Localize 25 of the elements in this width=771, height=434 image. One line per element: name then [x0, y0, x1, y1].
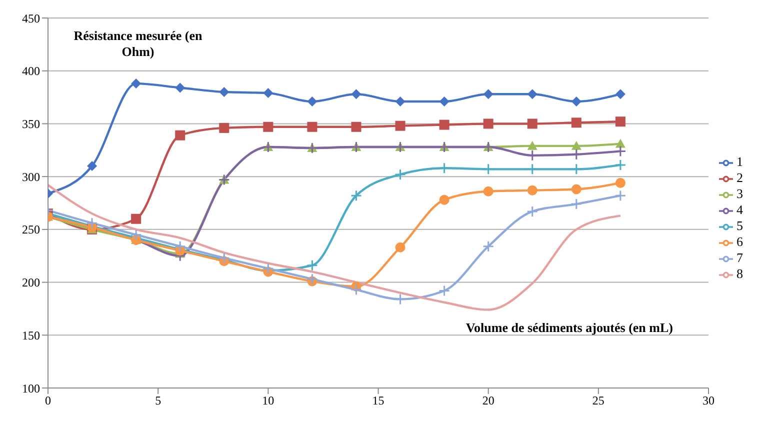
y-tick-label: 350 — [22, 116, 40, 131]
x-tick-label: 15 — [372, 394, 384, 408]
legend-label: 4 — [736, 202, 743, 217]
y-axis-title: Résistance mesurée (en Ohm) — [72, 28, 204, 60]
legend-label: 2 — [736, 170, 743, 185]
x-axis-title: Volume de sédiments ajoutés (en mL) — [466, 320, 673, 336]
y-tick-label: 200 — [22, 276, 40, 290]
x-tick-label: 30 — [702, 394, 714, 408]
legend-label: 3 — [736, 186, 743, 201]
legend-label: 1 — [736, 154, 743, 169]
x-tick-label: 10 — [262, 394, 274, 408]
y-tick-label: 150 — [22, 328, 40, 342]
legend-label: 5 — [736, 218, 743, 233]
legend-label: 8 — [736, 266, 743, 282]
legend-label: 7 — [736, 250, 743, 266]
y-tick-label: 450 — [22, 11, 40, 26]
y-tick-label: 300 — [22, 170, 40, 184]
x-tick-label: 0 — [45, 394, 51, 408]
x-tick-label: 25 — [592, 394, 604, 408]
x-tick-label: 5 — [155, 394, 162, 408]
y-tick-label: 100 — [22, 381, 40, 396]
y-tick-label: 250 — [22, 222, 40, 237]
legend-label: 6 — [736, 234, 743, 250]
y-tick-label: 400 — [22, 64, 40, 78]
x-tick-label: 20 — [482, 394, 494, 408]
